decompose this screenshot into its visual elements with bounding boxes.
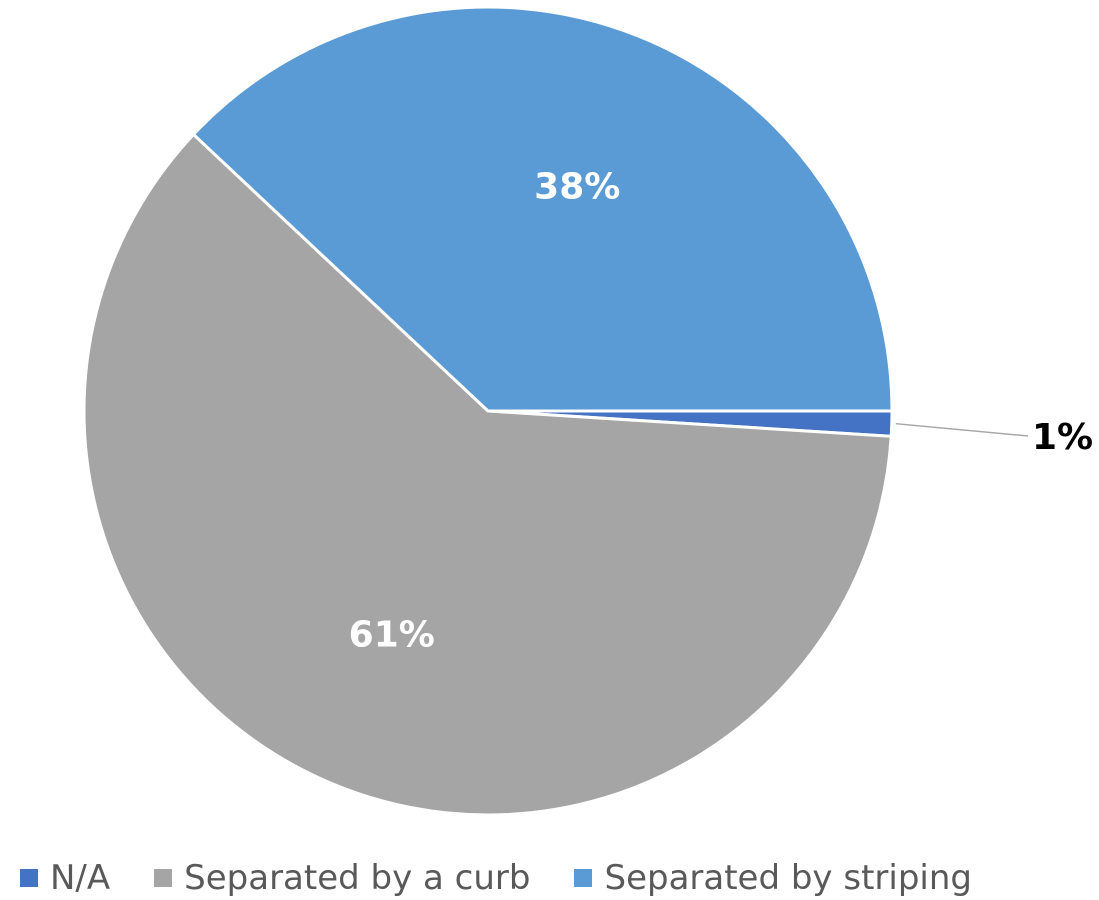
legend-label-na: N/A (50, 858, 111, 898)
legend-label-striping: Separated by striping (604, 858, 972, 898)
legend-swatch-striping (574, 869, 593, 887)
data-label-curb: 61% (349, 614, 435, 655)
pie-slice-curb (82, 132, 893, 817)
pie-chart-svg: 1% 61% 38% (82, 5, 1093, 817)
data-labels: 1% 61% 38% (349, 167, 1093, 656)
legend-label-curb: Separated by a curb (184, 858, 531, 898)
legend-swatch-na (20, 869, 38, 887)
legend: N/A Separated by a curb Separated by str… (20, 858, 1016, 898)
legend-item-curb: Separated by a curb (154, 858, 530, 898)
leader-lines (895, 422, 1029, 437)
legend-swatch-curb (154, 869, 173, 887)
data-label-na: 1% (1032, 417, 1093, 458)
data-label-striping: 38% (534, 167, 620, 208)
pie-slices (82, 5, 894, 817)
legend-item-na: N/A (20, 858, 110, 898)
leader-line-na (895, 422, 1029, 437)
legend-item-striping: Separated by striping (574, 858, 972, 898)
pie-slice-striping (191, 5, 894, 413)
